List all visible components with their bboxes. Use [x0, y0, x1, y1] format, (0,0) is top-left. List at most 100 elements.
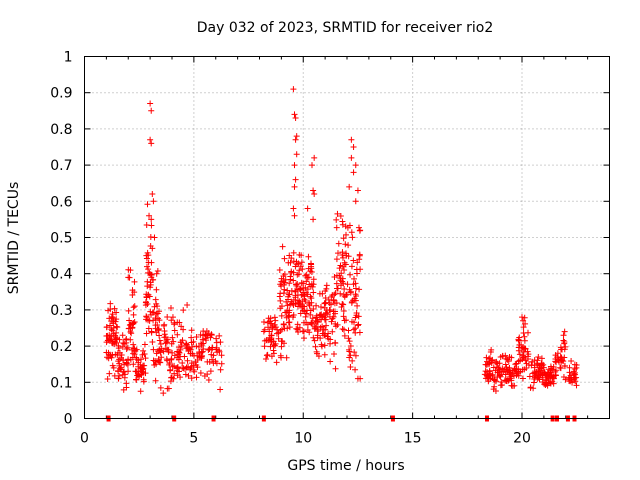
- data-point: [521, 333, 528, 340]
- data-point: [294, 286, 301, 293]
- data-point-outlier: [519, 314, 525, 321]
- data-point: [317, 324, 324, 331]
- data-point: [125, 307, 132, 314]
- data-point: [264, 319, 271, 326]
- data-point: [262, 356, 269, 363]
- data-point: [268, 353, 275, 360]
- data-point: [333, 216, 340, 223]
- data-point: [332, 365, 339, 372]
- data-point: [188, 339, 195, 346]
- data-point: [147, 281, 154, 288]
- data-point: [261, 343, 268, 350]
- data-point-outlier: [357, 227, 364, 234]
- y-axis-label: SRMTID / TECUs: [6, 182, 22, 295]
- data-point: [319, 290, 326, 297]
- data-point: [350, 326, 357, 333]
- data-point: [287, 301, 294, 308]
- data-point: [283, 314, 290, 321]
- data-point: [267, 343, 274, 350]
- data-point: [571, 374, 578, 381]
- y-tick-label: 0.9: [50, 86, 72, 102]
- data-points: [103, 86, 580, 397]
- data-point: [150, 346, 157, 353]
- data-point: [145, 252, 152, 259]
- data-point: [266, 328, 273, 335]
- data-point: [152, 377, 159, 384]
- data-point: [352, 366, 359, 373]
- data-point: [321, 342, 328, 349]
- data-point: [208, 331, 215, 338]
- data-point: [355, 321, 362, 328]
- data-point: [181, 365, 188, 372]
- data-point: [280, 321, 287, 328]
- data-point: [140, 347, 147, 354]
- data-point-outlier: [290, 86, 297, 93]
- data-point: [309, 315, 316, 322]
- y-tick-label: 0: [64, 412, 73, 428]
- data-point: [339, 254, 346, 261]
- data-point: [301, 335, 308, 342]
- data-point-outlier: [348, 136, 355, 143]
- data-point: [573, 382, 580, 389]
- data-point: [540, 364, 547, 371]
- data-point: [278, 312, 285, 319]
- data-point: [318, 343, 325, 350]
- data-point: [153, 311, 160, 318]
- data-point: [292, 300, 299, 307]
- data-point: [561, 354, 568, 361]
- data-point: [174, 372, 181, 379]
- data-point: [157, 341, 164, 348]
- data-point: [525, 351, 532, 358]
- data-point: [276, 293, 283, 300]
- data-point-outlier: [309, 162, 315, 169]
- data-point: [293, 325, 300, 332]
- data-point: [295, 328, 302, 335]
- data-point: [166, 361, 173, 368]
- data-point: [193, 334, 200, 341]
- data-point: [106, 322, 113, 329]
- data-point: [161, 321, 168, 328]
- data-point: [207, 368, 214, 375]
- data-point: [174, 348, 181, 355]
- data-point: [158, 354, 165, 361]
- data-point: [115, 358, 122, 365]
- data-point: [175, 344, 182, 351]
- data-point: [119, 343, 126, 350]
- data-point-outlier: [217, 386, 224, 393]
- data-point-outlier: [292, 115, 299, 122]
- data-point: [309, 283, 316, 290]
- data-point: [505, 377, 512, 384]
- data-point: [557, 353, 564, 360]
- data-point: [301, 303, 308, 310]
- data-point: [541, 369, 548, 376]
- data-point: [272, 324, 279, 331]
- data-point: [304, 291, 311, 298]
- data-point: [341, 267, 348, 273]
- data-point: [321, 332, 328, 339]
- data-point-outlier: [354, 187, 361, 194]
- data-point: [133, 376, 140, 383]
- data-point: [156, 317, 163, 324]
- data-point: [338, 303, 345, 310]
- data-point: [313, 302, 320, 309]
- data-point-outlier: [160, 390, 167, 397]
- data-point: [327, 301, 334, 308]
- data-point: [139, 366, 146, 373]
- data-point: [308, 295, 315, 302]
- data-point: [535, 354, 542, 361]
- data-point-outlier: [149, 245, 156, 252]
- data-point: [209, 344, 216, 351]
- data-point: [497, 366, 504, 373]
- data-point: [194, 364, 201, 371]
- data-point: [345, 327, 352, 334]
- data-point: [527, 384, 534, 391]
- data-point: [279, 243, 286, 250]
- data-point: [323, 285, 330, 292]
- data-point: [156, 358, 163, 365]
- data-point: [540, 361, 547, 368]
- data-point: [282, 309, 289, 316]
- data-point: [342, 261, 349, 268]
- data-point: [156, 337, 163, 344]
- data-point: [164, 336, 171, 343]
- data-point: [331, 350, 338, 357]
